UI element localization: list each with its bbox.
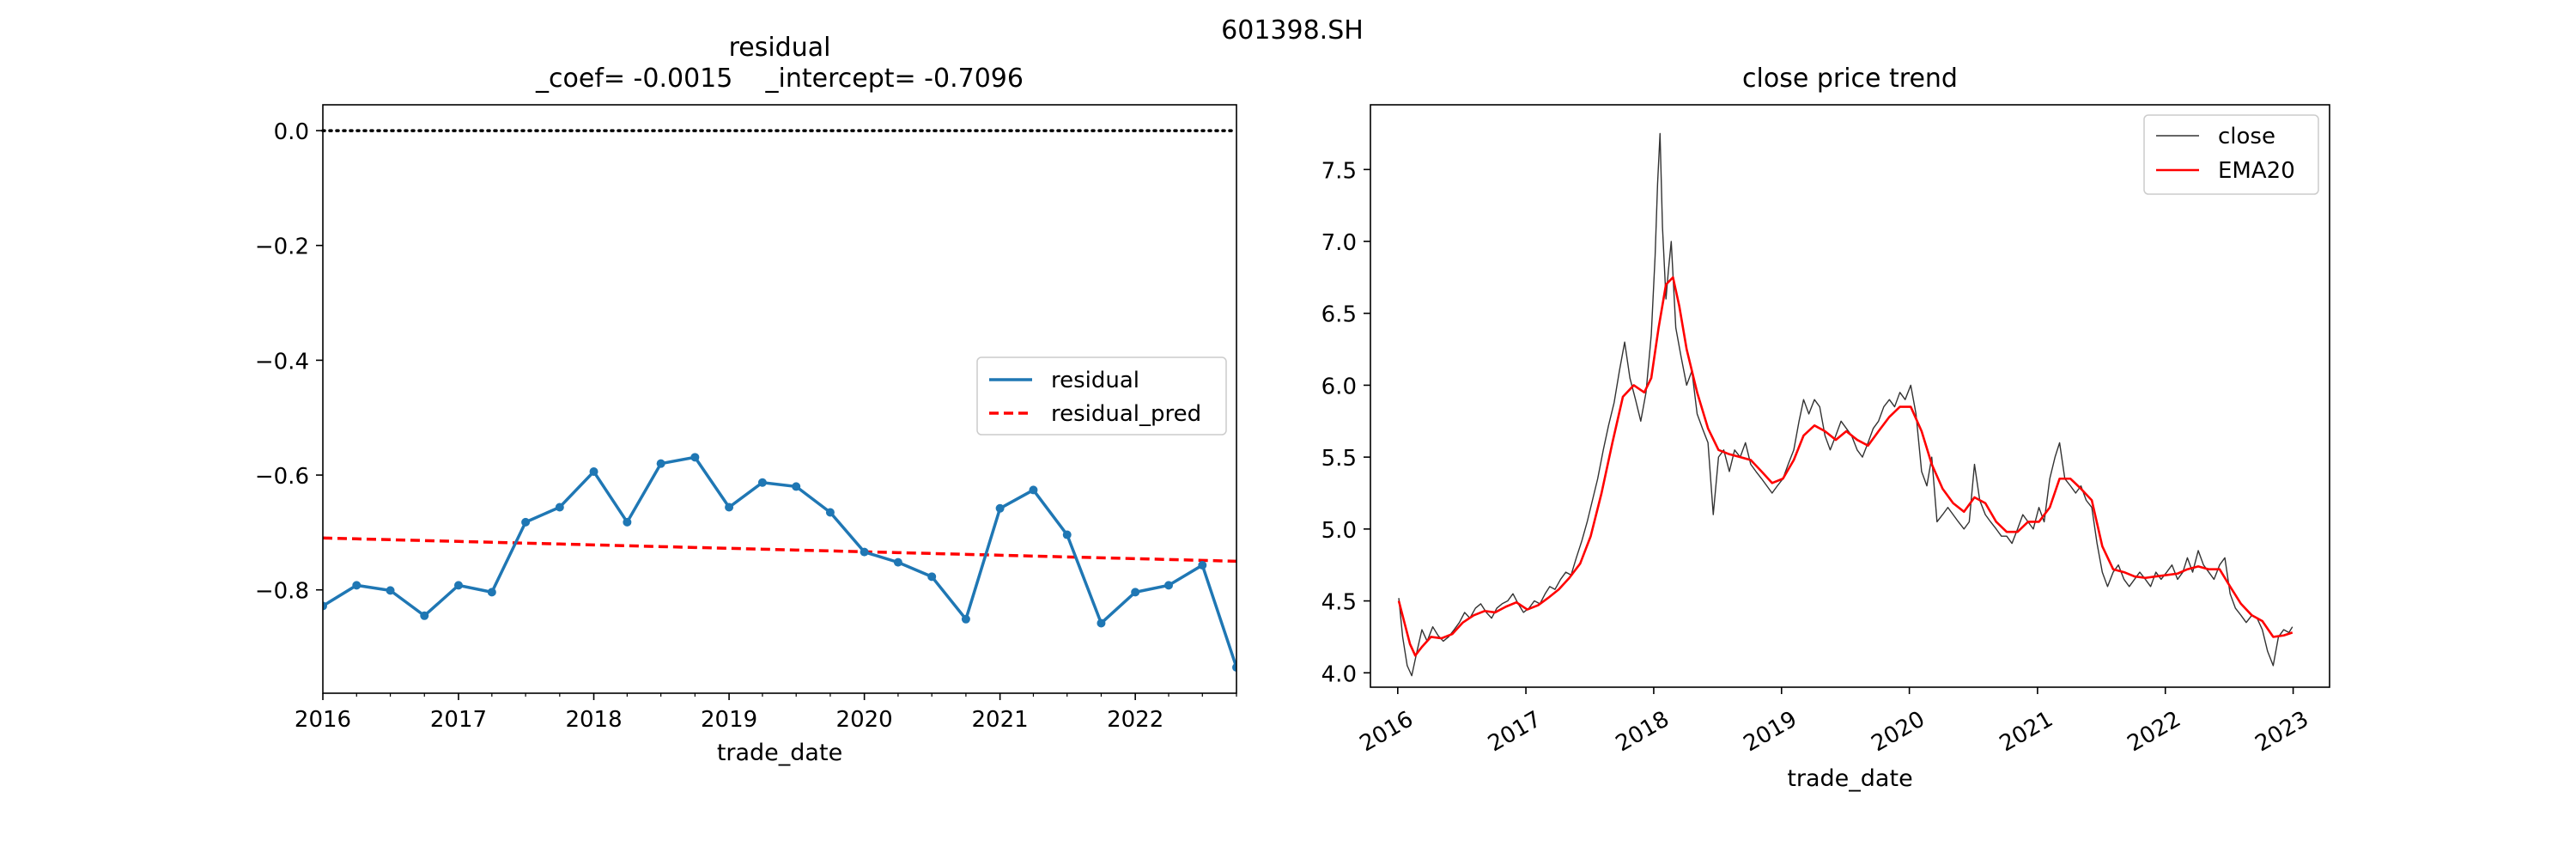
residual-y-tick-label: −0.4 [255,349,309,375]
residual-pred-legend-label: residual_pred [1051,401,1201,427]
residual-y-tick-label: −0.6 [255,464,309,490]
residual-x-tick-label: 2021 [972,707,1029,733]
residual-plot-frame [322,104,1237,694]
close-y-tick-label: 7.0 [1321,230,1357,256]
close-y-tick-label: 6.5 [1321,302,1357,328]
close-price-chart: close price trend 4.0 4.5 5.0 5.5 6.0 6.5 7.0 7.… [1321,64,2330,792]
residual-series-point [1029,485,1038,495]
residual-x-tick-label: 2016 [295,707,351,733]
close-y-tick-label: 5.0 [1321,518,1357,544]
residual-series-point [323,601,327,611]
residual-series-point [555,503,564,512]
close-x-tick-label: 2023 [2251,706,2312,757]
residual-series-point [453,581,463,590]
close-legend-label: close [2218,124,2275,149]
close-x-tick-label: 2016 [1356,706,1418,757]
residual-series-point [825,508,835,517]
close-price-chart-title: close price trend [1742,64,1958,94]
ema20-series-line [1397,276,2293,657]
residual-series-point [1232,662,1236,672]
residual-chart-title: residual [729,33,831,63]
residual-series-point [352,581,361,590]
residual-x-tick-label: 2020 [836,707,893,733]
residual-pred-series-line [323,536,1236,564]
close-x-tick-label: 2022 [2123,706,2185,757]
residual-series-point [995,503,1005,513]
residual-x-tick-label: 2019 [701,707,757,733]
close-legend-box [2143,114,2319,195]
residual-series-point [1062,530,1072,539]
close-y-tick-label: 5.5 [1321,446,1357,472]
residual-series-point [521,517,531,527]
residual-series-point [725,503,734,512]
residual-series-line [323,455,1236,668]
residual-legend: residual residual_pred [976,356,1227,436]
residual-x-axis-label: trade_date [717,740,842,766]
residual-y-tick-label: −0.8 [255,579,309,605]
residual-series-point [927,572,937,582]
residual-series-point [623,517,632,527]
residual-y-tick-label: −0.2 [255,235,309,260]
close-x-tick-label: 2020 [1868,706,1929,757]
close-x-tick-label: 2017 [1484,706,1546,757]
residual-chart: residual_coef= -0.0015 _intercept= -0.70… [255,33,1238,766]
residual-series-point [792,482,801,491]
residual-series-point [1164,581,1174,590]
residual-series-point [961,614,970,624]
residual-series-point [1131,588,1140,597]
close-plot-frame [1370,104,2330,688]
close-y-tick-label: 6.0 [1321,374,1357,399]
residual-x-tick-label: 2017 [430,707,487,733]
residual-series-point [690,453,700,462]
residual-series-point [893,557,902,567]
residual-series-point [1097,618,1106,628]
residual-series-point [656,459,665,468]
close-series-line [1398,132,2293,677]
close-x-tick-label: 2019 [1740,706,1801,757]
residual-series-point [386,586,395,595]
residual-x-tick-label: 2022 [1107,707,1163,733]
residual-legend-box [976,356,1227,436]
close-x-tick-label: 2018 [1612,706,1674,757]
close-y-tick-label: 4.5 [1321,590,1357,616]
figure-suptitle: 601398.SH [1221,15,1364,46]
residual-series-point [757,478,767,487]
residual-series-point [487,588,496,597]
residual-x-tick-label: 2018 [565,707,622,733]
residual-series-point [420,611,429,620]
close-y-tick-label: 4.0 [1321,661,1357,687]
close-legend: close EMA20 [2143,114,2319,195]
residual-y-tick-label: 0.0 [274,119,309,145]
ema20-legend-label: EMA20 [2218,158,2295,184]
residual-series-point [1198,560,1207,570]
residual-series-point [589,467,598,477]
residual-legend-label: residual [1051,368,1139,393]
close-x-axis-label: trade_date [1787,765,1912,792]
close-x-tick-label: 2021 [1996,706,2057,757]
close-y-tick-label: 7.5 [1321,158,1357,184]
residual-series-point [860,547,869,557]
residual-chart-subtitle: _coef= -0.0015 _intercept= -0.7096 [535,64,1024,94]
